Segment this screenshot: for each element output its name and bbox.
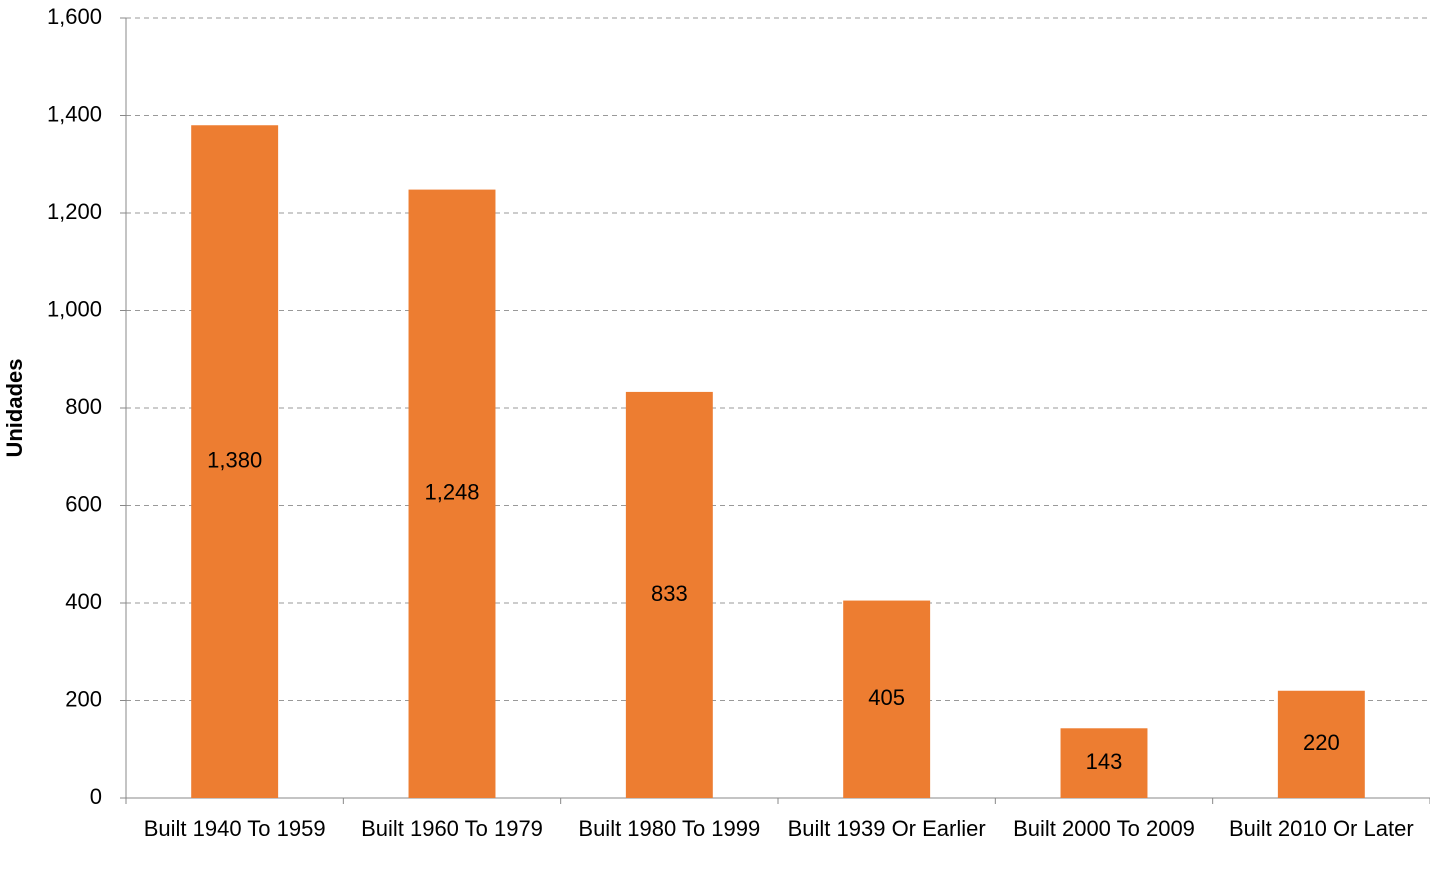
x-tick-label: Built 2000 To 2009 bbox=[1013, 816, 1195, 841]
value-label: 143 bbox=[1086, 749, 1123, 774]
x-tick-label: Built 1980 To 1999 bbox=[578, 816, 761, 841]
bar bbox=[843, 600, 931, 798]
y-tick-label: 600 bbox=[65, 491, 102, 516]
bar bbox=[625, 391, 713, 798]
x-tick-label: Built 1960 To 1979 bbox=[361, 816, 543, 841]
value-label: 220 bbox=[1303, 730, 1340, 755]
y-tick-label: 1,000 bbox=[47, 296, 102, 321]
x-tick-label: Built 1940 To 1959 bbox=[143, 816, 326, 841]
y-tick-label: 800 bbox=[65, 394, 102, 419]
y-tick-label: 1,600 bbox=[47, 4, 102, 29]
y-tick-label: 1,400 bbox=[47, 101, 102, 126]
y-tick-label: 1,200 bbox=[47, 199, 102, 224]
value-label: 1,380 bbox=[207, 447, 262, 472]
y-tick-label: 0 bbox=[90, 784, 102, 809]
bar bbox=[408, 189, 496, 799]
value-label: 1,248 bbox=[424, 480, 479, 505]
x-tick-label: Built 1939 Or Earlier bbox=[787, 816, 986, 841]
value-label: 405 bbox=[868, 685, 905, 710]
x-tick-label: Built 2010 Or Later bbox=[1228, 816, 1414, 841]
bar bbox=[191, 125, 279, 798]
bar bbox=[1277, 690, 1365, 798]
y-tick-label: 200 bbox=[65, 686, 102, 711]
y-tick-label: 400 bbox=[65, 589, 102, 614]
bar bbox=[1060, 728, 1148, 798]
y-axis-title: Unidades bbox=[2, 358, 27, 457]
value-label: 833 bbox=[651, 581, 688, 606]
